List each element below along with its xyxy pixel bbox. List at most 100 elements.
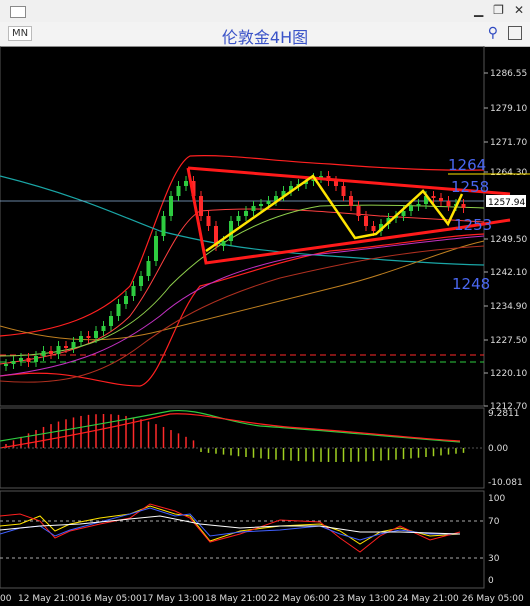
candle — [154, 236, 158, 261]
candle — [56, 346, 61, 354]
macd-histogram — [5, 414, 465, 462]
candle — [461, 204, 466, 208]
window-controls: ▁ ❐ ✕ — [474, 3, 524, 17]
rsi-tick: 70 — [488, 517, 500, 527]
price-tick: 1249.50 — [490, 235, 527, 245]
time-tick: 16 May 05:00 — [80, 594, 142, 604]
minimize-icon[interactable]: ▁ — [473, 3, 484, 17]
time-tick: 17 May 13:00 — [142, 594, 204, 604]
candle — [289, 186, 293, 191]
candle — [161, 216, 166, 236]
current-price-badge — [486, 195, 526, 207]
candle — [364, 216, 368, 226]
candle — [244, 211, 248, 216]
time-tick: 24 May 21:00 — [397, 594, 459, 604]
candle — [334, 181, 338, 186]
expand-icon[interactable] — [508, 26, 522, 40]
candle — [71, 342, 76, 348]
candle — [356, 206, 361, 216]
price-axis: 1286.55 1279.10 1271.70 1264.30 1249.50 1242.… — [484, 69, 527, 412]
candle — [236, 216, 241, 221]
candle — [191, 181, 196, 196]
candle — [86, 336, 91, 338]
time-tick: 12 May 21:00 — [18, 594, 80, 604]
candle — [214, 226, 218, 246]
price-tick: 1271.70 — [490, 138, 527, 148]
candle — [319, 176, 323, 178]
macd-tick: -10.081 — [488, 478, 523, 488]
candle — [169, 196, 173, 216]
candle — [401, 211, 406, 216]
chart-title: 伦敦金4H图 — [221, 28, 309, 47]
candle — [229, 221, 233, 241]
rsi-tick: 30 — [488, 554, 500, 564]
price-tick: 1264.30 — [490, 168, 527, 178]
candle — [146, 261, 151, 276]
candle — [41, 351, 46, 356]
candle — [439, 198, 443, 201]
annotation-1253: 1253 — [454, 216, 492, 234]
annotation-1264: 1264 — [448, 156, 486, 174]
candle — [4, 364, 8, 366]
candle — [184, 181, 188, 186]
trend-line-upper — [187, 166, 511, 196]
candle — [131, 286, 136, 296]
candle — [206, 216, 211, 226]
candle — [221, 241, 226, 246]
macd-tick: 0.00 — [488, 444, 508, 454]
macd-tick: 9.2811 — [488, 409, 520, 419]
rsi-tick: 100 — [488, 494, 505, 504]
annotation-1258: 1258 — [451, 178, 489, 196]
chart-area[interactable]: 1286.55 1279.10 1271.70 1264.30 1249.50 1242.… — [0, 46, 530, 606]
candle — [19, 358, 23, 361]
candle — [409, 206, 413, 211]
zigzag-line — [205, 174, 464, 253]
candle — [101, 326, 106, 331]
candle — [139, 276, 143, 286]
candle — [199, 196, 203, 216]
candle — [371, 226, 376, 231]
rsi-axis: 100 70 30 0 — [488, 494, 505, 586]
candle — [424, 196, 428, 204]
price-tick: 1279.10 — [490, 104, 527, 114]
window-titlebar: ▁ ❐ ✕ — [0, 0, 530, 23]
candle — [26, 358, 31, 362]
price-tick: 1212.70 — [490, 402, 527, 412]
candle — [266, 201, 271, 204]
time-axis: 00 12 May 21:00 16 May 05:00 17 May 13:00 18… — [0, 594, 524, 604]
time-tick: 22 May 06:00 — [268, 594, 330, 604]
candle — [281, 191, 286, 196]
trend-line-lower — [186, 167, 459, 265]
price-tick: 1234.90 — [490, 302, 527, 312]
candle — [109, 316, 113, 326]
candle — [416, 204, 421, 206]
candle — [274, 196, 278, 201]
chart-toolbar: MN 伦敦金4H图 ⚲ — [0, 22, 530, 47]
time-tick: 23 May 13:00 — [333, 594, 395, 604]
time-tick: 00 — [0, 594, 12, 604]
candle — [116, 304, 121, 316]
candle — [124, 296, 128, 304]
price-tick: 1242.10 — [490, 268, 527, 278]
annotation-1248: 1248 — [452, 275, 490, 293]
time-tick: 18 May 21:00 — [205, 594, 267, 604]
candle — [379, 224, 383, 231]
chart-window-icon — [10, 6, 26, 18]
price-tick: 1227.50 — [490, 336, 527, 346]
candle — [446, 201, 451, 206]
time-tick: 26 May 05:00 — [462, 594, 524, 604]
price-tick: 1286.55 — [490, 69, 527, 79]
candle — [259, 204, 263, 206]
close-icon[interactable]: ✕ — [513, 3, 524, 17]
timeframe-button[interactable]: MN — [8, 26, 33, 41]
candle — [34, 356, 38, 362]
candle — [341, 186, 346, 196]
search-icon[interactable]: ⚲ — [487, 25, 498, 41]
candle — [349, 196, 353, 206]
candle — [49, 351, 53, 354]
candle — [304, 181, 308, 184]
restore-icon[interactable]: ❐ — [493, 3, 504, 17]
candle — [94, 331, 98, 338]
rsi-tick: 0 — [488, 576, 494, 586]
candle — [64, 346, 68, 348]
